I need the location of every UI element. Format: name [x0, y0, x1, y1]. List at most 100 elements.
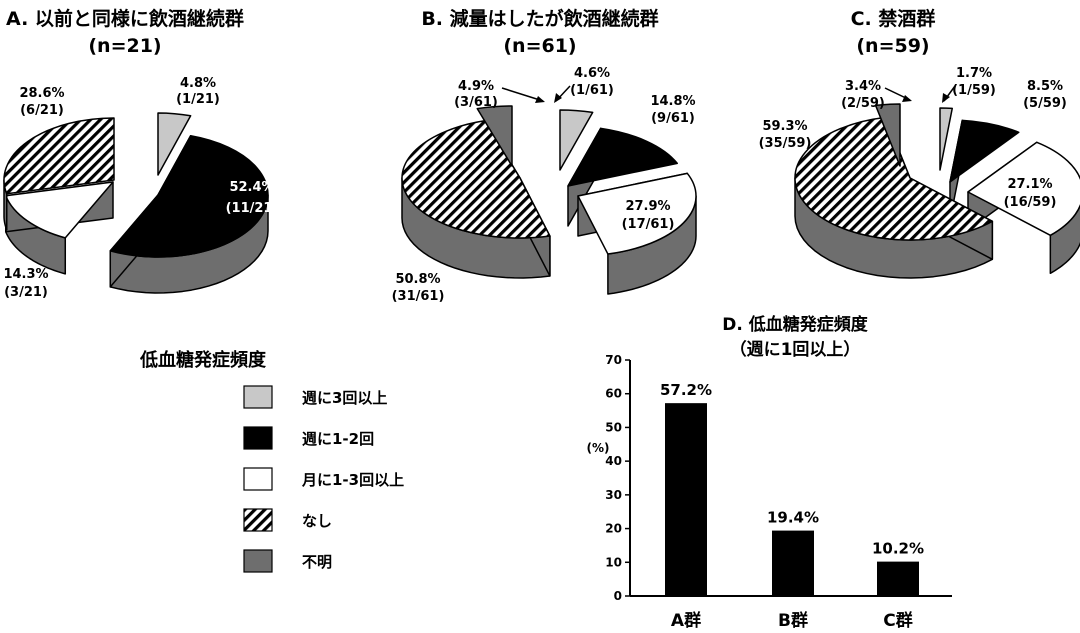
pie-slice-top: [401, 119, 551, 239]
pie-c-arrowhead-3plus: [942, 93, 950, 103]
pie-slice-top: [109, 135, 269, 258]
pie-slice: [3, 117, 115, 231]
pie-c-count-monthly: (16/59): [1004, 195, 1057, 210]
bar-chart-d: D. 低血糖発症頻度 （週に1回以上） (%) 010203040506070 …: [587, 314, 952, 631]
bar-value-label: 10.2%: [872, 540, 924, 558]
pie-slice: [476, 105, 513, 167]
pie-slice-top: [939, 107, 954, 171]
pie-slice-top: [3, 117, 115, 195]
pie-slice-top: [567, 127, 679, 187]
y-tick-label: 60: [605, 387, 622, 401]
bar-chart-subtitle: （週に1回以上）: [730, 339, 861, 360]
bar-value-label: 19.4%: [767, 509, 819, 527]
pie-b-label-none: 50.8%: [395, 272, 440, 287]
pie-slice-top: [874, 103, 901, 167]
pie-a-count-none: (6/21): [20, 103, 64, 118]
pie-b-count-none: (31/61): [392, 289, 445, 304]
pie-a-title: A. 以前と同様に飲酒継続群: [6, 7, 244, 30]
y-tick-label: 70: [605, 353, 622, 367]
pie-chart-c: C. 禁酒群 (n=59) 3.4% (2/59) 1.7% (1/59) 8.…: [759, 7, 1080, 279]
pie-b-count-monthly: (17/61): [622, 217, 675, 232]
pie-c-slices: [794, 103, 1080, 279]
pie-c-subtitle: (n=59): [856, 35, 929, 57]
pie-chart-a: A. 以前と同様に飲酒継続群 (n=21) 28.6% (6/21) 4.8% …: [3, 7, 278, 300]
legend-swatch: [243, 467, 273, 491]
pie-slice: [401, 119, 551, 279]
pie-slice: [577, 172, 697, 295]
pie-chart-b: B. 減量はしたが飲酒継続群 (n=61) 4.9% (3/61) 4.6% (…: [392, 7, 697, 304]
legend-swatch: [243, 508, 273, 532]
x-category-label: B群: [778, 610, 808, 631]
bar: [877, 561, 919, 596]
pie-b-count-1to2: (9/61): [651, 111, 695, 126]
y-tick-label: 10: [605, 555, 622, 569]
pie-slice-top: [577, 172, 697, 255]
pie-slice-top: [794, 116, 994, 241]
pie-slice: [5, 181, 114, 275]
bar: [665, 403, 707, 596]
legend-label: 月に1-3回以上: [301, 471, 404, 489]
x-category-label: C群: [883, 610, 912, 631]
pie-b-label-1to2: 14.8%: [650, 94, 695, 109]
pie-c-title: C. 禁酒群: [851, 7, 936, 30]
pie-c-label-monthly: 27.1%: [1007, 177, 1052, 192]
legend-swatch: [243, 426, 273, 450]
pie-slice-top: [949, 119, 1020, 183]
pie-b-label-3plus: 4.6%: [574, 66, 610, 81]
pie-c-label-unknown: 3.4%: [845, 79, 881, 94]
pie-c-label-none: 59.3%: [762, 119, 807, 134]
y-tick-label: 20: [605, 522, 622, 536]
pie-slice: [567, 127, 679, 227]
legend-item: 週に1-2回: [243, 426, 374, 450]
pie-b-count-unknown: (3/61): [454, 95, 498, 110]
pie-b-title: B. 減量はしたが飲酒継続群: [421, 7, 658, 30]
bar: [772, 530, 814, 596]
pie-c-label-3plus: 1.7%: [956, 66, 992, 81]
pie-slice: [109, 135, 269, 294]
pie-slice-top: [476, 105, 513, 167]
pie-b-label-unknown: 4.9%: [458, 79, 494, 94]
pie-c-label-1to2: 8.5%: [1027, 79, 1063, 94]
legend-label: 週に1-2回: [302, 430, 374, 448]
pie-a-count-monthly: (3/21): [4, 285, 48, 300]
pie-slice: [874, 103, 901, 167]
pie-a-count-3plus: (1/21): [176, 92, 220, 107]
legend-item: なし: [243, 508, 332, 532]
pie-b-arrowhead-3plus: [554, 93, 562, 103]
pie-slice: [157, 112, 192, 176]
pie-c-count-3plus: (1/59): [952, 83, 996, 98]
pie-b-slices: [401, 105, 697, 295]
pie-slice-top: [967, 141, 1080, 237]
legend-item: 週に3回以上: [243, 385, 387, 409]
legend-swatch: [243, 549, 273, 573]
pie-b-label-monthly: 27.9%: [625, 199, 670, 214]
pie-a-subtitle: (n=21): [88, 35, 161, 57]
bar-chart-title: D. 低血糖発症頻度: [722, 314, 868, 335]
pie-a-label-none: 28.6%: [19, 86, 64, 101]
legend-item: 不明: [243, 549, 332, 573]
pie-slice: [794, 116, 994, 279]
pie-slice: [559, 109, 594, 171]
x-category-label: A群: [671, 610, 701, 631]
legend-title: 低血糖発症頻度: [139, 349, 267, 371]
y-tick-label: 0: [614, 589, 622, 603]
y-tick-label: 30: [605, 488, 622, 502]
legend-label: なし: [302, 512, 332, 530]
pie-b-count-3plus: (1/61): [570, 83, 614, 98]
bar-axis: 0 10 20 30 40 50 60 70: [605, 353, 952, 603]
pie-c-arrowhead-unknown: [902, 95, 912, 102]
y-tick-label: 50: [605, 420, 622, 434]
pie-b-arrowhead-unknown: [535, 96, 545, 103]
legend-item: 月に1-3回以上: [243, 467, 404, 491]
pie-a-label-3plus: 4.8%: [180, 76, 216, 91]
pie-slice-top: [559, 109, 594, 171]
pie-b-arrow-unknown: [501, 87, 544, 102]
bar-bars: 57.2% A群 19.4% B群 10.2% C群: [660, 381, 924, 631]
pie-c-count-none: (35/59): [759, 136, 812, 151]
y-tick-label: 40: [605, 454, 622, 468]
pie-a-count-1to2: (11/21): [226, 201, 279, 216]
pie-c-count-unknown: (2/59): [841, 96, 885, 111]
